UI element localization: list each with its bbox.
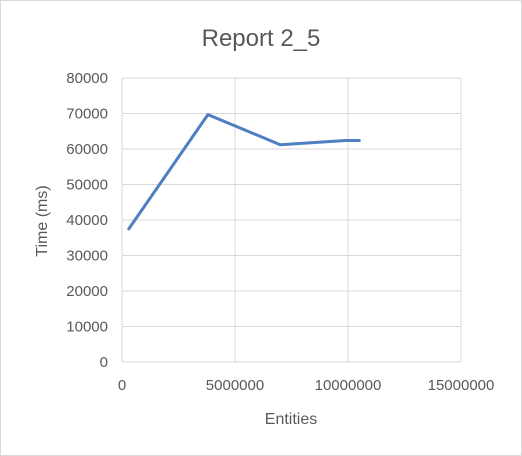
y-tick-label: 50000 xyxy=(66,177,108,194)
grid-lines xyxy=(121,77,462,363)
y-tick-label: 20000 xyxy=(66,283,108,300)
series-line xyxy=(127,113,361,231)
x-axis-title: Entities xyxy=(265,411,317,428)
chart-title: Report 2_5 xyxy=(202,25,321,52)
x-tick-label: 15000000 xyxy=(428,377,495,394)
y-tick-label: 40000 xyxy=(66,212,108,229)
x-tick-label: 10000000 xyxy=(315,377,382,394)
x-tick-label: 0 xyxy=(118,377,126,394)
y-tick-label: 80000 xyxy=(66,70,108,87)
y-tick-label: 30000 xyxy=(66,248,108,265)
series-layer xyxy=(127,113,361,231)
x-tick-label: 5000000 xyxy=(206,377,264,394)
y-tick-label: 10000 xyxy=(66,319,108,336)
y-axis-title: Time (ms) xyxy=(34,185,51,256)
x-axis-tick-labels: 0 5000000 10000000 15000000 xyxy=(118,377,495,394)
y-axis-tick-labels: 0 10000 20000 30000 40000 50000 60000 70000 8000… xyxy=(66,70,108,371)
y-tick-label: 0 xyxy=(100,354,108,371)
y-tick-label: 60000 xyxy=(66,141,108,158)
y-tick-label: 70000 xyxy=(66,106,108,123)
